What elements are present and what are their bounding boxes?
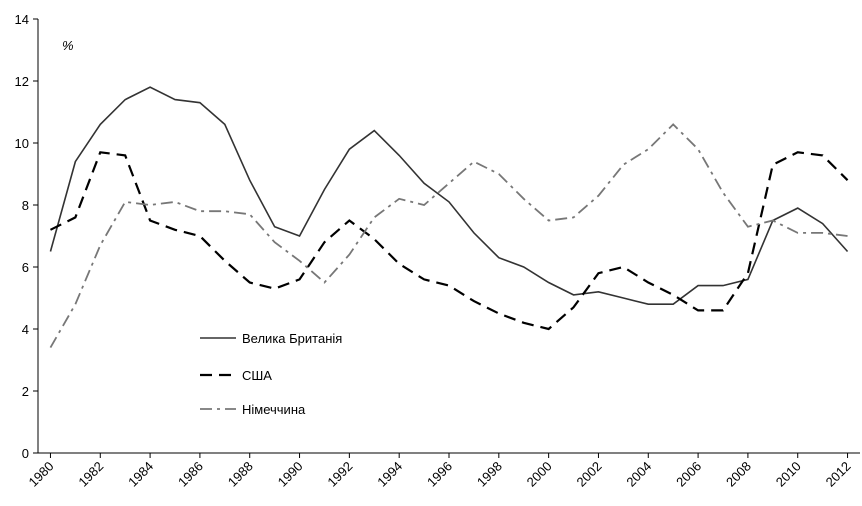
x-tick-label: 1996 bbox=[424, 459, 455, 490]
y-tick-label: 6 bbox=[22, 260, 29, 275]
y-tick-label: 8 bbox=[22, 198, 29, 213]
x-tick-label: 2012 bbox=[823, 459, 854, 490]
y-tick-label: 10 bbox=[15, 136, 29, 151]
y-tick-label: 14 bbox=[15, 12, 29, 27]
legend-label: Велика Британія bbox=[242, 331, 342, 346]
x-tick-label: 1992 bbox=[324, 459, 355, 490]
series-line bbox=[49, 86, 849, 306]
series-line bbox=[49, 151, 849, 331]
x-tick-label: 1984 bbox=[125, 459, 156, 490]
x-tick-label: 1982 bbox=[75, 459, 106, 490]
x-tick-label: 1990 bbox=[275, 459, 306, 490]
x-tick-label: 2004 bbox=[623, 459, 654, 490]
x-tick-label: 2006 bbox=[673, 459, 704, 490]
x-tick-label: 1998 bbox=[474, 459, 505, 490]
x-tick-label: 2008 bbox=[723, 459, 754, 490]
x-tick-label: 2010 bbox=[773, 459, 804, 490]
x-tick-label: 1986 bbox=[175, 459, 206, 490]
x-tick-label: 2002 bbox=[574, 459, 605, 490]
y-tick-label: 2 bbox=[22, 384, 29, 399]
series-line bbox=[49, 123, 848, 349]
unit-label: % bbox=[62, 38, 74, 53]
legend-label: Німеччина bbox=[242, 402, 306, 417]
legend-label: США bbox=[242, 368, 272, 383]
y-tick-label: 4 bbox=[22, 322, 29, 337]
x-tick-label: 1988 bbox=[225, 459, 256, 490]
x-tick-label: 1980 bbox=[26, 459, 57, 490]
x-tick-label: 1994 bbox=[374, 459, 405, 490]
y-tick-label: 12 bbox=[15, 74, 29, 89]
x-tick-label: 2000 bbox=[524, 459, 555, 490]
y-tick-label: 0 bbox=[22, 446, 29, 461]
